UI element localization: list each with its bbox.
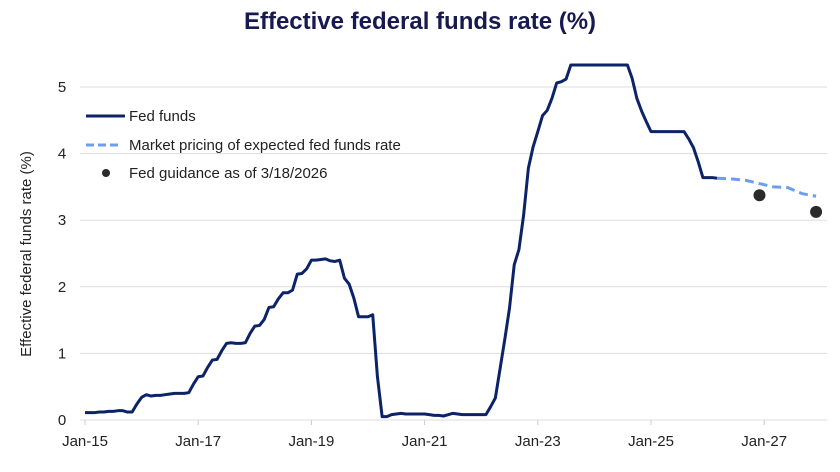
series-market-pricing-line [716,176,817,198]
x-tick-label: Jan-17 [175,433,221,450]
y-axis-label: Effective federal funds rate (%) [18,151,35,357]
x-tick-label: Jan-23 [515,433,561,450]
x-tick-label: Jan-25 [628,433,674,450]
x-tick-label: Jan-21 [402,433,448,450]
legend-label-fed-funds: Fed funds [129,108,196,125]
y-tick-label: 1 [58,345,66,362]
x-tick-label: Jan-15 [62,433,108,450]
legend-label-guidance: Fed guidance as of 3/18/2026 [129,165,328,182]
legend-label-market: Market pricing of expected fed funds rat… [129,137,401,154]
y-tick-label: 2 [58,279,66,296]
series-fed-funds-line [85,63,718,419]
x-tick-label: Jan-27 [741,433,787,450]
y-tick-label: 0 [58,412,66,429]
chart-title: Effective federal funds rate (%) [243,8,597,35]
y-tick-label: 5 [58,79,66,96]
y-tick-label: 4 [58,146,66,163]
legend: Fed funds Market pricing of expected fed… [86,108,401,182]
fed-guidance-point [753,189,766,202]
legend-swatch-guidance [102,169,110,177]
fed-guidance-point [810,205,823,218]
y-tick-label: 3 [58,212,66,229]
x-tick-label: Jan-19 [288,433,334,450]
